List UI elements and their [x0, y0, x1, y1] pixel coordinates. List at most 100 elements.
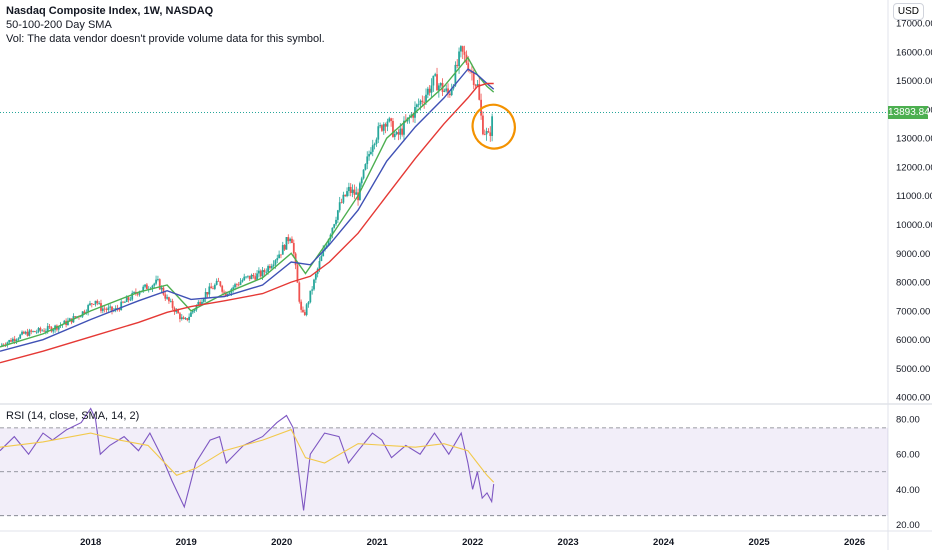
price-candle: [393, 134, 396, 137]
price-candle: [133, 291, 135, 293]
price-candle: [19, 334, 22, 339]
price-candle: [436, 74, 438, 91]
price-candle: [243, 276, 246, 281]
price-candle: [270, 265, 273, 269]
price-candle: [327, 239, 330, 246]
price-candle: [258, 270, 260, 274]
price-candle: [320, 256, 323, 262]
rsi-indicator-label: RSI (14, close, SMA, 14, 2): [6, 410, 140, 422]
rsi-ma-line: [0, 428, 495, 483]
price-candle: [459, 46, 462, 52]
price-candle: [111, 306, 113, 311]
price-candle: [366, 156, 369, 165]
price-candle: [107, 307, 110, 310]
price-candle: [353, 189, 356, 195]
price-candle: [138, 292, 141, 295]
price-candle: [276, 258, 279, 261]
price-candle: [246, 275, 249, 277]
price-candle: [437, 85, 440, 91]
rsi-tick-label: 20.00: [896, 520, 920, 531]
price-candle: [272, 264, 275, 266]
price-candle: [472, 72, 475, 85]
price-candle: [35, 331, 38, 333]
price-candle: [322, 249, 325, 257]
price-candle: [373, 144, 376, 146]
price-candle: [370, 151, 372, 155]
price-candle: [461, 46, 464, 52]
currency-button[interactable]: USD: [892, 3, 924, 20]
price-candle: [123, 302, 126, 303]
price-candle: [313, 279, 315, 290]
price-candle: [267, 266, 269, 272]
price-candle: [428, 88, 431, 93]
time-tick-label: 2024: [653, 537, 675, 548]
price-candle: [489, 132, 492, 136]
price-candle: [421, 100, 424, 102]
price-candle: [237, 284, 240, 286]
price-candle: [204, 292, 207, 299]
price-candle: [43, 330, 45, 332]
price-candle: [491, 116, 494, 136]
price-candle: [22, 331, 25, 334]
price-candle: [259, 270, 262, 277]
price-candle: [157, 279, 159, 280]
price-candle: [346, 191, 348, 197]
price-candle: [125, 297, 128, 303]
price-candle: [234, 284, 236, 288]
price-candle: [239, 281, 242, 285]
price-candle: [443, 90, 446, 92]
price-candle: [199, 301, 202, 305]
price-candle: [89, 303, 91, 306]
price-candle: [445, 88, 448, 91]
price-candle: [180, 317, 183, 320]
price-candle: [37, 328, 40, 332]
price-candle: [190, 312, 192, 317]
price-candle: [179, 313, 181, 320]
price-candle: [142, 286, 145, 291]
price-candle: [215, 280, 218, 285]
price-candle: [336, 210, 339, 220]
price-candle: [6, 342, 9, 346]
price-tick-label: 15000.00: [896, 76, 932, 87]
price-tick-label: 9000.00: [896, 249, 930, 260]
price-candle: [256, 273, 258, 280]
price-candle: [188, 316, 191, 321]
price-candle: [368, 154, 370, 157]
price-candle: [87, 305, 90, 313]
price-candle: [131, 292, 134, 300]
price-candle: [210, 286, 213, 289]
price-candle: [362, 169, 365, 179]
price-candle: [377, 126, 380, 140]
price-candle: [83, 311, 86, 314]
price-candle: [458, 51, 460, 66]
price-candle: [74, 316, 77, 318]
price-candle: [263, 270, 266, 272]
price-candle: [281, 245, 284, 255]
price-candle: [118, 308, 121, 311]
price-candle: [193, 309, 196, 311]
price-candle: [158, 279, 161, 290]
price-candle: [32, 331, 34, 332]
price-candle: [15, 339, 18, 342]
rsi-tick-label: 60.00: [896, 450, 920, 461]
time-tick-label: 2022: [462, 537, 483, 548]
price-candle: [344, 194, 347, 197]
price-candle: [434, 74, 437, 76]
price-candle: [274, 260, 277, 265]
price-candle: [285, 237, 288, 250]
price-candle: [289, 238, 292, 242]
price-candle: [182, 317, 185, 320]
price-candle: [8, 340, 11, 343]
price-candle: [456, 64, 459, 66]
price-candle: [248, 275, 251, 280]
price-candle: [217, 280, 220, 282]
price-candle: [169, 300, 172, 302]
price-candle: [388, 118, 391, 122]
price-candle: [186, 318, 189, 321]
price-candle: [280, 254, 282, 256]
price-tick-label: 10000.00: [896, 220, 932, 231]
price-candle: [425, 94, 427, 102]
price-candle: [109, 306, 112, 308]
